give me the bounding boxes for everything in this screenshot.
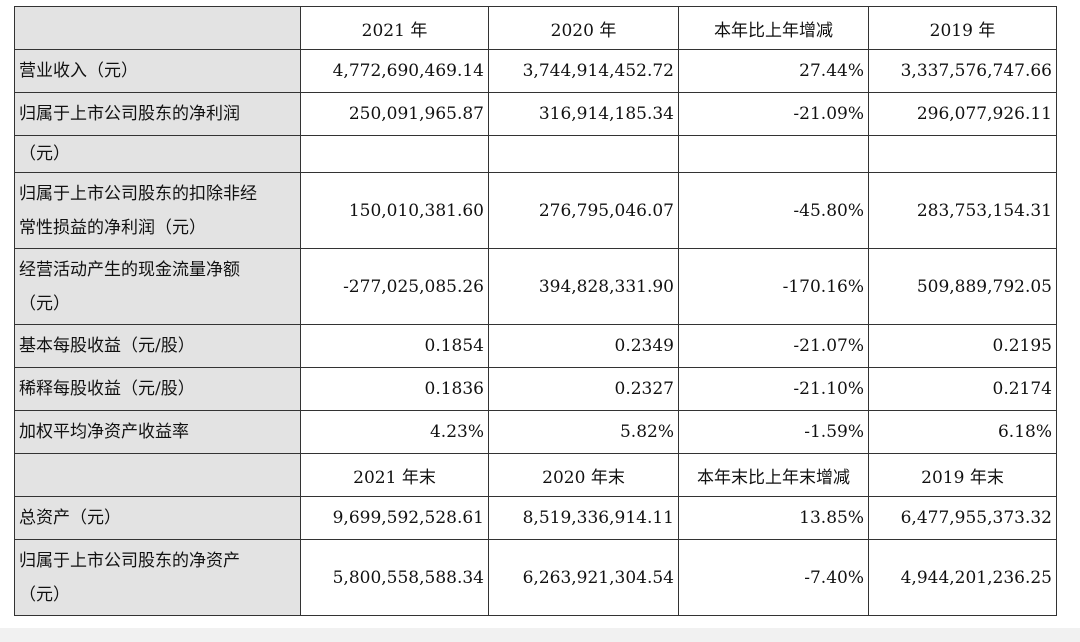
table-header-row: 2021 年末 2020 年末 本年末比上年末增减 2019 年末 — [14, 453, 1057, 497]
header-2019-end: 2019 年末 — [868, 453, 1057, 497]
header-change-end: 本年末比上年末增减 — [678, 453, 869, 497]
cell-change: 27.44% — [678, 49, 869, 93]
header-2021-end: 2021 年末 — [300, 453, 489, 497]
cell-2021 — [300, 135, 489, 173]
cell-2021: 4,772,690,469.14 — [300, 49, 489, 93]
row-label-line: 归属于上市公司股东的净资产 — [19, 550, 240, 571]
row-label: 归属于上市公司股东的净资产 （元） — [14, 539, 301, 616]
page-bottom-edge — [0, 628, 1080, 642]
row-label: 加权平均净资产收益率 — [14, 410, 301, 454]
cell-change: -21.07% — [678, 324, 869, 368]
table-row: 营业收入（元） 4,772,690,469.14 3,744,914,452.7… — [14, 49, 1057, 93]
cell-2021: 5,800,558,588.34 — [300, 539, 489, 616]
cell-2020: 8,519,336,914.11 — [488, 496, 679, 540]
cell-2020: 0.2349 — [488, 324, 679, 368]
cell-2020: 3,744,914,452.72 — [488, 49, 679, 93]
cell-2020: 5.82% — [488, 410, 679, 454]
cell-change — [678, 135, 869, 173]
cell-2019: 0.2174 — [868, 367, 1057, 411]
row-label: 归属于上市公司股东的扣除非经 常性损益的净利润（元） — [14, 172, 301, 249]
table-row: 加权平均净资产收益率 4.23% 5.82% -1.59% 6.18% — [14, 410, 1057, 454]
cell-2020: 0.2327 — [488, 367, 679, 411]
cell-change: -1.59% — [678, 410, 869, 454]
table-row: 归属于上市公司股东的净利润 250,091,965.87 316,914,185… — [14, 92, 1057, 136]
row-label: 总资产（元） — [14, 496, 301, 540]
cell-2019: 6,477,955,373.32 — [868, 496, 1057, 540]
row-label: 经营活动产生的现金流量净额 （元） — [14, 248, 301, 325]
cell-2021: 4.23% — [300, 410, 489, 454]
cell-2020: 276,795,046.07 — [488, 172, 679, 249]
row-label: 稀释每股收益（元/股） — [14, 367, 301, 411]
table-row: 总资产（元） 9,699,592,528.61 8,519,336,914.11… — [14, 496, 1057, 540]
cell-2019: 3,337,576,747.66 — [868, 49, 1057, 93]
row-label: 基本每股收益（元/股） — [14, 324, 301, 368]
table-row: 归属于上市公司股东的扣除非经 常性损益的净利润（元） 150,010,381.6… — [14, 172, 1057, 249]
cell-change: -170.16% — [678, 248, 869, 325]
row-label: 归属于上市公司股东的净利润 — [14, 92, 301, 136]
row-label: （元） — [14, 135, 301, 173]
table-row: （元） — [14, 135, 1057, 173]
row-label-line: 归属于上市公司股东的扣除非经 — [19, 183, 257, 204]
row-label-line: （元） — [19, 293, 70, 314]
header-2019: 2019 年 — [868, 6, 1057, 50]
row-label-line: 常性损益的净利润（元） — [19, 217, 206, 238]
cell-2020: 316,914,185.34 — [488, 92, 679, 136]
table-header-row: 2021 年 2020 年 本年比上年增减 2019 年 — [14, 6, 1057, 50]
table-row: 稀释每股收益（元/股） 0.1836 0.2327 -21.10% 0.2174 — [14, 367, 1057, 411]
cell-2021: 150,010,381.60 — [300, 172, 489, 249]
header-corner-cell — [14, 6, 301, 50]
cell-2020: 394,828,331.90 — [488, 248, 679, 325]
table-row: 经营活动产生的现金流量净额 （元） -277,025,085.26 394,82… — [14, 248, 1057, 325]
cell-2020 — [488, 135, 679, 173]
header-2021: 2021 年 — [300, 6, 489, 50]
header-2020: 2020 年 — [488, 6, 679, 50]
cell-2019: 296,077,926.11 — [868, 92, 1057, 136]
cell-2019: 6.18% — [868, 410, 1057, 454]
cell-2021: -277,025,085.26 — [300, 248, 489, 325]
cell-change: -7.40% — [678, 539, 869, 616]
header-change: 本年比上年增减 — [678, 6, 869, 50]
cell-2021: 0.1836 — [300, 367, 489, 411]
cell-2021: 0.1854 — [300, 324, 489, 368]
cell-2021: 9,699,592,528.61 — [300, 496, 489, 540]
cell-2020: 6,263,921,304.54 — [488, 539, 679, 616]
cell-2019: 283,753,154.31 — [868, 172, 1057, 249]
header-2020-end: 2020 年末 — [488, 453, 679, 497]
row-label-line: 经营活动产生的现金流量净额 — [19, 259, 240, 280]
cell-change: -21.09% — [678, 92, 869, 136]
table-row: 基本每股收益（元/股） 0.1854 0.2349 -21.07% 0.2195 — [14, 324, 1057, 368]
cell-change: -21.10% — [678, 367, 869, 411]
financial-summary-table: 2021 年 2020 年 本年比上年增减 2019 年 营业收入（元） 4,7… — [14, 6, 1057, 616]
header-corner-cell — [14, 453, 301, 497]
cell-2021: 250,091,965.87 — [300, 92, 489, 136]
cell-change: -45.80% — [678, 172, 869, 249]
cell-2019 — [868, 135, 1057, 173]
cell-2019: 509,889,792.05 — [868, 248, 1057, 325]
cell-2019: 4,944,201,236.25 — [868, 539, 1057, 616]
row-label-line: （元） — [19, 584, 70, 605]
cell-2019: 0.2195 — [868, 324, 1057, 368]
cell-change: 13.85% — [678, 496, 869, 540]
row-label: 营业收入（元） — [14, 49, 301, 93]
table-row: 归属于上市公司股东的净资产 （元） 5,800,558,588.34 6,263… — [14, 539, 1057, 616]
